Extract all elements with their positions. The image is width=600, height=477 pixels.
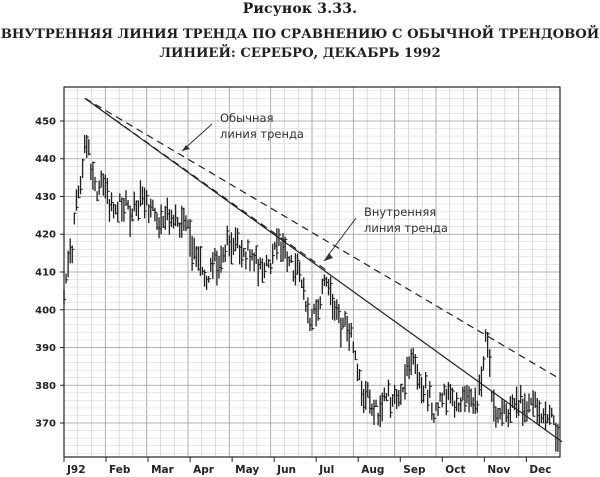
annotation-internal-trendline-line1: Внутренняя: [364, 205, 436, 219]
x-tick-label: Jul: [318, 464, 334, 476]
x-tick-label: Feb: [109, 464, 131, 476]
x-tick-label: Sep: [403, 464, 426, 476]
annotation-regular-trendline-arrowhead: [182, 145, 190, 151]
x-tick-label: Oct: [445, 464, 465, 476]
x-axis: J92 Feb Mar Apr May Jun Jul Aug Sep Oct Nov Dec: [63, 457, 551, 476]
y-tick-label: 430: [35, 192, 56, 203]
y-tick-label: 390: [35, 343, 56, 354]
figure-title: ВНУТРЕННЯЯ ЛИНИЯ ТРЕНДА ПО СРАВНЕНИЮ С О…: [0, 25, 600, 63]
y-tick-label: 450: [35, 116, 56, 127]
y-tick-label: 420: [35, 230, 56, 241]
y-tick-label: 440: [35, 154, 56, 165]
y-tick-label: 370: [35, 419, 56, 430]
x-tick-label: Mar: [151, 464, 175, 476]
annotation-internal-trendline-line2: линия тренда: [364, 221, 448, 235]
x-tick-label: May: [235, 464, 259, 476]
x-tick-label: J92: [66, 464, 86, 476]
y-tick-label: 380: [35, 381, 56, 392]
figure-title-line-2: ЛИНИЕЙ: СЕРЕБРО, ДЕКАБРЬ 1992: [159, 46, 441, 61]
y-tick-label: 410: [35, 268, 56, 279]
y-tick-label: 400: [35, 305, 56, 316]
x-tick-label: Jun: [276, 464, 296, 476]
dashed-trendline: [84, 97, 559, 379]
annotations: Обычная линия тренда Внутренняя линия тренд…: [181, 111, 448, 262]
annotation-regular-trendline-line1: Обычная: [220, 111, 274, 125]
x-tick-label: Apr: [193, 464, 215, 476]
annotation-internal-trendline-arrowhead: [324, 253, 333, 261]
x-tick-label: Aug: [361, 464, 384, 476]
x-tick-label: Nov: [487, 464, 510, 476]
trendlines: [84, 97, 563, 443]
chart-grid: [64, 87, 560, 457]
x-tick-label: Dec: [529, 464, 551, 476]
solid-trendline: [84, 97, 563, 443]
figure-title-line-1: ВНУТРЕННЯЯ ЛИНИЯ ТРЕНДА ПО СРАВНЕНИЮ С О…: [0, 27, 600, 42]
annotation-regular-trendline-line2: линия тренда: [220, 127, 304, 141]
figure-label: Рисунок 3.33.: [242, 1, 358, 17]
y-axis: 370 380 390 400 410 420 430 440 450: [35, 116, 64, 430]
